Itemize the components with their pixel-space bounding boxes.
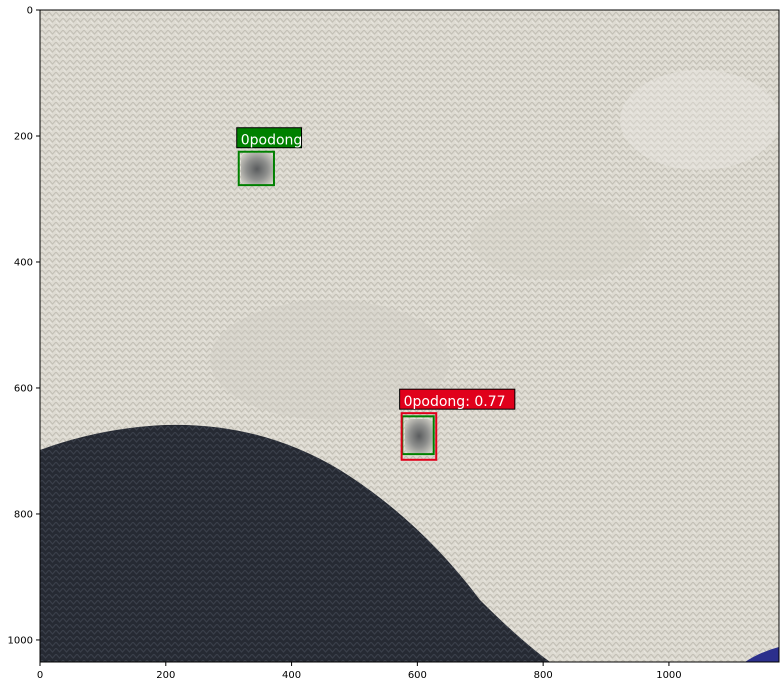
y-tick-label: 200 — [14, 131, 33, 142]
detection-boxes: 0podong 0podong: 0.77 — [236, 127, 516, 461]
y-tick-label: 600 — [14, 383, 33, 394]
ground-truth-label-bg — [236, 127, 303, 149]
x-axis-ticks: 0 200 400 600 800 1000 — [37, 662, 682, 681]
ground-truth-label: 0podong — [236, 127, 303, 149]
fabric-photo — [40, 10, 779, 662]
x-tick-label: 1000 — [656, 670, 681, 681]
y-tick-label: 400 — [14, 257, 33, 268]
y-tick-label: 800 — [14, 509, 33, 520]
ground-truth-box — [237, 150, 275, 187]
x-tick-label: 200 — [156, 670, 175, 681]
ground-truth-label-text: 0podong — [241, 133, 303, 149]
prediction-label-text: 0podong: 0.77 — [404, 394, 506, 410]
x-tick-label: 0 — [37, 670, 43, 681]
defect-hole — [241, 153, 273, 185]
defect-hole — [405, 419, 433, 453]
y-axis-ticks: 0 200 400 600 800 1000 — [8, 6, 40, 646]
x-tick-label: 600 — [408, 670, 427, 681]
prediction-box — [400, 412, 438, 461]
y-tick-label: 0 — [27, 6, 33, 17]
blue-corner — [745, 647, 779, 662]
x-tick-label: 400 — [282, 670, 301, 681]
y-tick-label: 1000 — [8, 635, 33, 646]
prediction-label: 0podong: 0.77 — [399, 388, 516, 410]
prediction-label-bg — [399, 388, 516, 410]
dark-fabric-region — [40, 424, 550, 662]
x-tick-label: 800 — [534, 670, 553, 681]
axes-frame — [39, 9, 780, 663]
